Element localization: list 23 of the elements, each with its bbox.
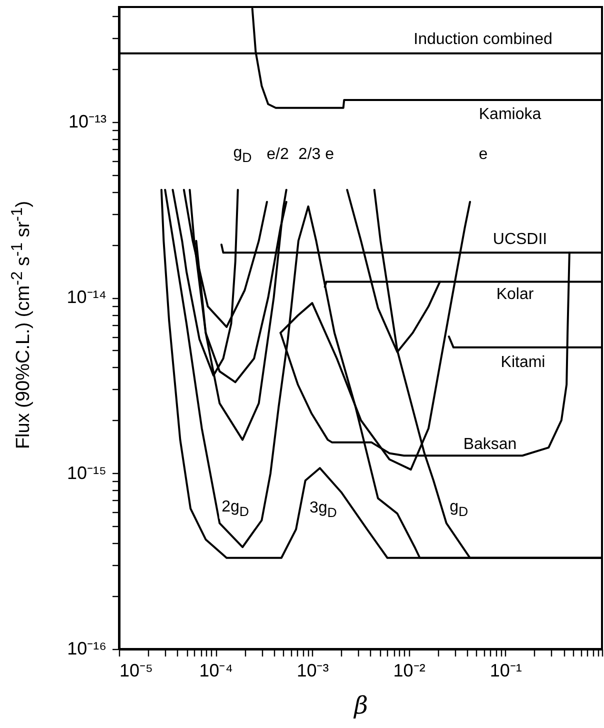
x-tick-label: 10⁻³ [296,660,329,680]
y-tick-label: 10⁻¹⁴ [66,287,106,308]
annotation: 3g$_{D}$ [307,499,339,520]
annotation: Baksan [461,436,519,454]
annotation: Induction combined [412,31,554,49]
x-tick-label: 10⁻⁴ [199,660,233,680]
annotation: g$_{D}$ [448,498,470,519]
x-tick-label: 10⁻¹ [490,660,522,680]
y-tick-label: 10⁻¹⁵ [67,462,106,483]
annotation: e/2 [264,146,291,164]
y-tick-label: 10⁻¹⁶ [67,638,106,658]
x-axis-title: β [353,692,368,720]
annotation: 2g$_{D}$ [220,498,252,519]
x-tick-label: 10⁻² [393,660,426,680]
annotation: 2/3 e [296,146,336,164]
annotation: g$_{D}$ [231,144,254,166]
annotation: UCSDII [490,231,550,249]
x-tick-label: 10⁻⁵ [120,660,153,680]
annotation: Kamioka [476,106,544,124]
annotation: e [476,146,490,164]
y-tick-label: 10⁻¹³ [68,111,106,132]
annotation: Kitami [498,354,548,372]
annotation: Kolar [494,286,536,304]
